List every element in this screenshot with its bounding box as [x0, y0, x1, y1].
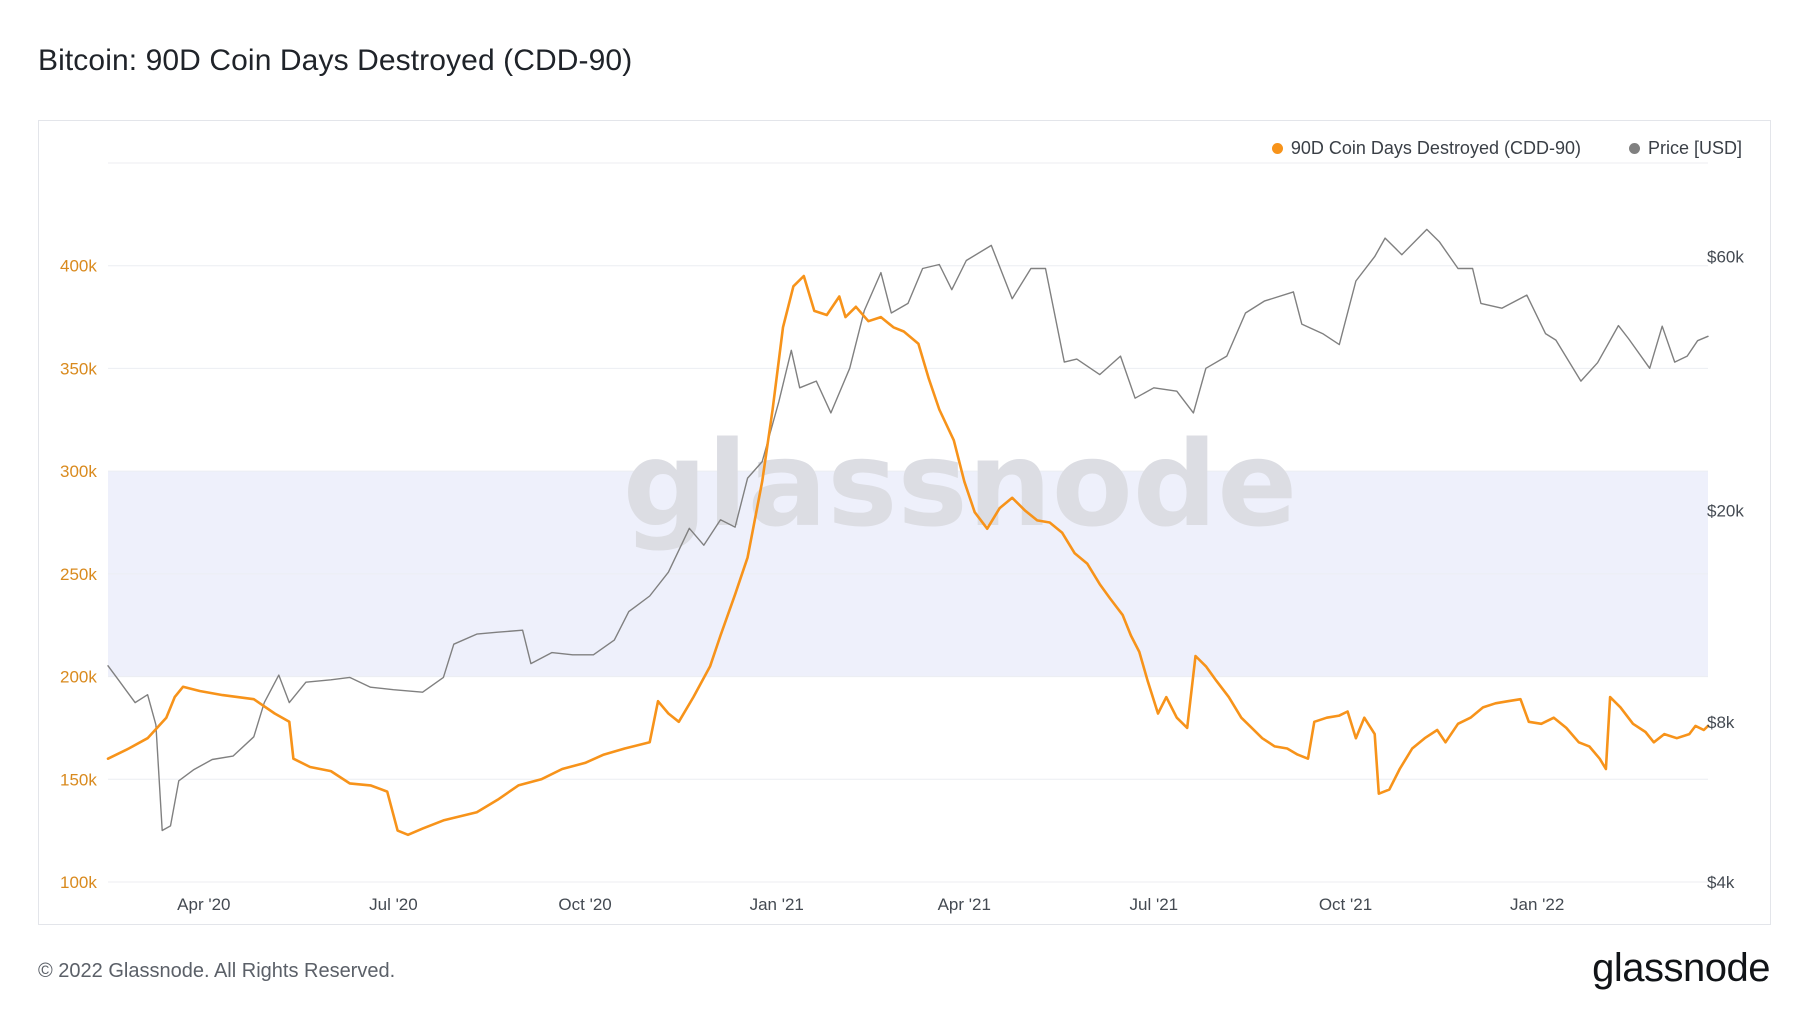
x-tick-label: Jan '21	[750, 895, 804, 914]
y-axis-left: 100k 150k 200k 250k 300k 350k 400k	[60, 257, 97, 892]
series-layer	[106, 228, 1710, 837]
chart-legend: 90D Coin Days Destroyed (CDD-90) Price […	[1271, 138, 1742, 159]
y-right-tick-label: $8k	[1707, 713, 1735, 732]
y-right-tick-label: $60k	[1707, 248, 1744, 267]
y-left-tick-label: 150k	[60, 770, 97, 789]
x-tick-label: Oct '21	[1319, 895, 1372, 914]
x-tick-label: Apr '21	[938, 895, 991, 914]
watermark-text: glassnode	[623, 415, 1298, 553]
y-axis-right: $4k $8k $20k $60k	[1707, 248, 1744, 892]
y-left-tick-label: 200k	[60, 668, 97, 687]
grid-layer	[108, 162, 1708, 883]
legend-dot-price	[1628, 143, 1640, 154]
y-left-tick-label: 250k	[60, 565, 97, 584]
x-tick-label: Oct '20	[558, 895, 611, 914]
footer-copyright: © 2022 Glassnode. All Rights Reserved.	[38, 960, 396, 982]
glassnode-logo[interactable]: glassnode	[1592, 946, 1770, 990]
x-tick-label: Jul '21	[1130, 895, 1179, 914]
legend-item-cdd[interactable]: 90D Coin Days Destroyed (CDD-90)	[1271, 138, 1581, 159]
legend-dot-cdd	[1271, 143, 1283, 154]
y-left-tick-label: 400k	[60, 257, 97, 276]
x-axis: Apr '20 Jul '20 Oct '20 Jan '21 Apr '21 Jul '…	[177, 895, 1564, 914]
chart-frame	[38, 120, 1771, 925]
x-tick-label: Apr '20	[177, 895, 230, 914]
legend-item-price[interactable]: Price [USD]	[1628, 138, 1742, 159]
x-tick-label: Jan '22	[1510, 895, 1564, 914]
y-left-tick-label: 300k	[60, 462, 97, 481]
y-right-tick-label: $4k	[1707, 873, 1735, 892]
y-right-tick-label: $20k	[1707, 501, 1744, 520]
legend-label-cdd: 90D Coin Days Destroyed (CDD-90)	[1290, 138, 1581, 158]
x-tick-label: Jul '20	[369, 895, 418, 914]
chart-title: Bitcoin: 90D Coin Days Destroyed (CDD-90…	[38, 44, 633, 77]
legend-label-price: Price [USD]	[1647, 138, 1742, 158]
series-line-cdd	[106, 274, 1710, 837]
y-left-tick-label: 100k	[60, 873, 97, 892]
series-line-price	[107, 228, 1709, 832]
y-left-tick-label: 350k	[60, 359, 97, 378]
